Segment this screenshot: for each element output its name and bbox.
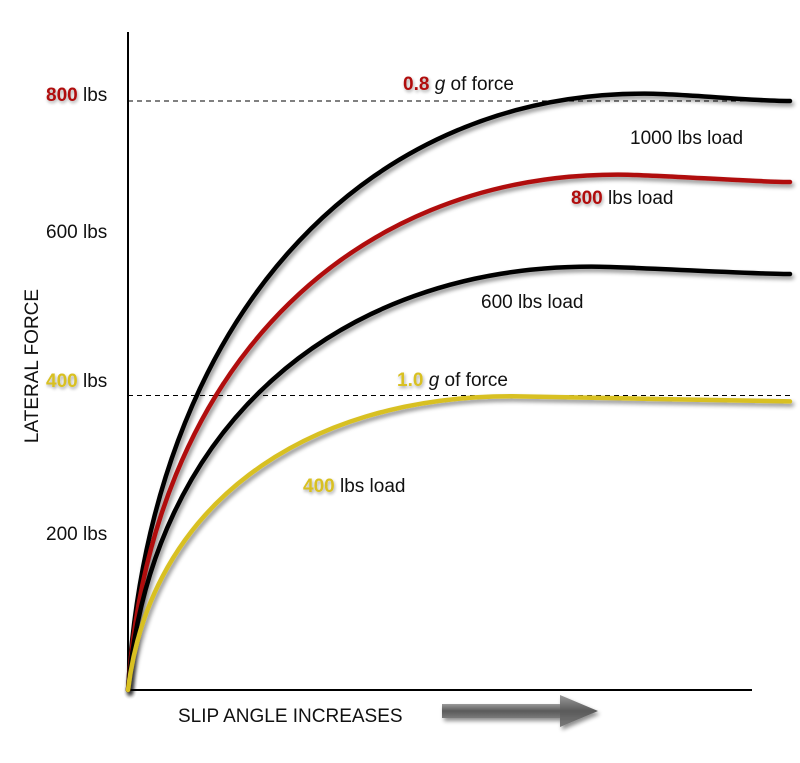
y-tick-label-3: 200 lbs xyxy=(46,524,107,545)
y-axis-title: LATERAL FORCE xyxy=(22,289,43,443)
y-tick-label-2: 400 lbs xyxy=(46,371,107,392)
y-tick-label-1: 600 lbs xyxy=(46,222,107,243)
series-line-1 xyxy=(125,172,793,693)
x-axis-title: SLIP ANGLE INCREASES xyxy=(178,706,403,727)
series-label-2: 600 lbs load xyxy=(481,292,583,313)
series-label-3: 400 lbs load xyxy=(303,476,405,497)
series-line-0 xyxy=(125,91,793,693)
arrow-right-icon xyxy=(442,695,598,727)
reference-label-1: 1.0 g of force xyxy=(397,370,508,391)
series-line-2 xyxy=(125,264,793,693)
series-label-0: 1000 lbs load xyxy=(630,128,743,149)
series-line-3 xyxy=(125,393,793,693)
reference-label-0: 0.8 g of force xyxy=(403,74,514,95)
series-label-1: 800 lbs load xyxy=(571,188,673,209)
y-tick-label-0: 800 lbs xyxy=(46,85,107,106)
